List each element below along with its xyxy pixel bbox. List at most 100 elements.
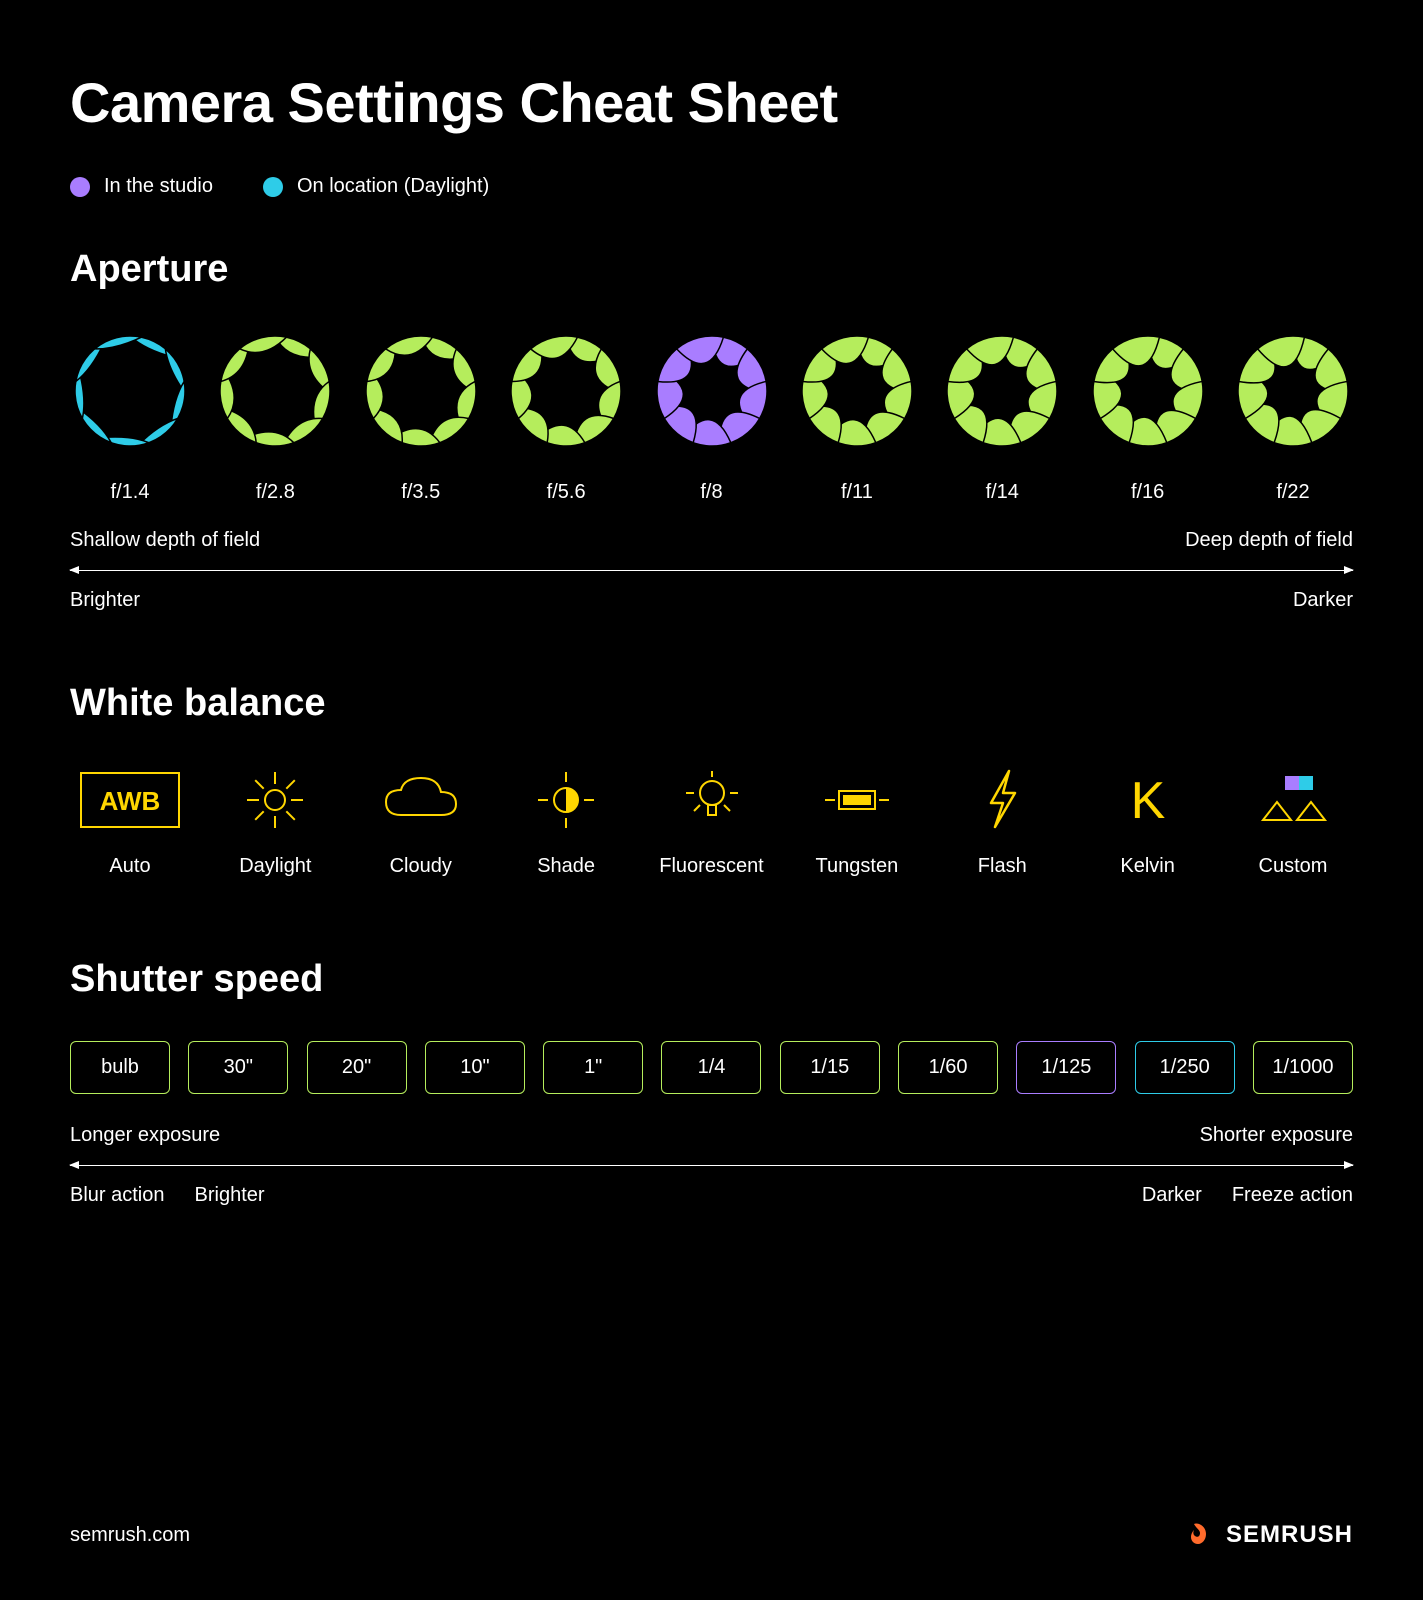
aperture-icon [506, 331, 626, 456]
aperture-icon [1233, 331, 1353, 456]
cloud-icon [376, 765, 466, 835]
shutter-scale-right-top: Shorter exposure [1200, 1124, 1353, 1147]
legend-item-location: On location (Daylight) [263, 175, 489, 198]
aperture-item-f16: f/16 [1088, 331, 1208, 504]
svg-text:K: K [1130, 772, 1165, 830]
kelvin-icon: K [1123, 765, 1173, 835]
shutter-box-160: 1/60 [898, 1041, 998, 1094]
aperture-item-f28: f/2.8 [215, 331, 335, 504]
shutter-scale-left-top: Longer exposure [70, 1124, 220, 1147]
shutter-box-1250: 1/250 [1135, 1041, 1235, 1094]
wb-label: Shade [537, 855, 595, 878]
shutter-box-11000: 1/1000 [1253, 1041, 1353, 1094]
aperture-scale-left-top: Shallow depth of field [70, 529, 260, 552]
legend-dot-location [263, 177, 283, 197]
aperture-icon [215, 331, 335, 456]
aperture-title: Aperture [70, 248, 1353, 291]
aperture-scale-right-bottom: Darker [1293, 589, 1353, 612]
footer-url: semrush.com [70, 1524, 190, 1547]
wb-item-daylight: Daylight [215, 765, 335, 878]
shutter-row: bulb 30" 20" 10" 1" 1/4 1/15 1/60 1/125 1/250 1/10… [70, 1041, 1353, 1094]
wb-item-tungsten: Tungsten [797, 765, 917, 878]
shutter-box-14: 1/4 [661, 1041, 761, 1094]
legend-label-location: On location (Daylight) [297, 175, 489, 198]
shutter-box-bulb: bulb [70, 1041, 170, 1094]
wb-label: Custom [1259, 855, 1328, 878]
wb-item-shade: Shade [506, 765, 626, 878]
aperture-item-f14: f/14 [942, 331, 1062, 504]
wb-item-cloudy: Cloudy [361, 765, 481, 878]
wb-item-custom: Custom [1233, 765, 1353, 878]
shutter-box-115: 1/15 [780, 1041, 880, 1094]
shutter-box-10: 10" [425, 1041, 525, 1094]
wb-label: Auto [109, 855, 150, 878]
aperture-label: f/11 [841, 481, 873, 504]
aperture-scale-right-top: Deep depth of field [1185, 529, 1353, 552]
shutter-scale: Longer exposure Shorter exposure Blur ac… [70, 1124, 1353, 1207]
wb-item-flash: Flash [942, 765, 1062, 878]
aperture-label: f/16 [1131, 481, 1164, 504]
aperture-icon [1088, 331, 1208, 456]
awb-icon: AWB [80, 765, 180, 835]
shutter-scale-darker: Darker [1142, 1184, 1202, 1207]
legend-dot-studio [70, 177, 90, 197]
aperture-icon [797, 331, 917, 456]
wb-label: Flash [978, 855, 1027, 878]
legend: In the studio On location (Daylight) [70, 175, 1353, 198]
aperture-label: f/2.8 [256, 481, 295, 504]
aperture-row: f/1.4 f/2.8 f/3.5 f/5.6 f/8 f/11 f/14 f/… [70, 331, 1353, 504]
legend-label-studio: In the studio [104, 175, 213, 198]
wb-item-auto: AWB Auto [70, 765, 190, 878]
page-title: Camera Settings Cheat Sheet [70, 70, 1353, 135]
aperture-item-f14: f/1.4 [70, 331, 190, 504]
sun-icon [240, 765, 310, 835]
svg-text:AWB: AWB [100, 786, 161, 816]
wb-label: Kelvin [1120, 855, 1174, 878]
aperture-label: f/8 [700, 481, 722, 504]
aperture-scale-left-bottom: Brighter [70, 589, 140, 612]
flash-icon [977, 765, 1027, 835]
aperture-scale: Shallow depth of field Deep depth of fie… [70, 529, 1353, 612]
aperture-label: f/22 [1276, 481, 1309, 504]
wb-item-fluorescent: Fluorescent [652, 765, 772, 878]
shutter-box-30: 30" [188, 1041, 288, 1094]
aperture-label: f/1.4 [111, 481, 150, 504]
shutter-box-1: 1" [543, 1041, 643, 1094]
fluorescent-icon [672, 765, 752, 835]
wb-label: Cloudy [390, 855, 452, 878]
shutter-scale-freeze: Freeze action [1232, 1184, 1353, 1207]
aperture-item-f11: f/11 [797, 331, 917, 504]
aperture-icon [942, 331, 1062, 456]
wb-label: Daylight [239, 855, 311, 878]
legend-item-studio: In the studio [70, 175, 213, 198]
brand-logo: SEMRUSH [1186, 1520, 1353, 1550]
shutter-box-20: 20" [307, 1041, 407, 1094]
wb-label: Fluorescent [659, 855, 764, 878]
flame-icon [1186, 1520, 1216, 1550]
custom-icon [1253, 765, 1333, 835]
shutter-box-1125: 1/125 [1016, 1041, 1116, 1094]
aperture-icon [361, 331, 481, 456]
white-balance-row: AWB Auto Daylight Cloudy Shade Fluoresce… [70, 765, 1353, 878]
aperture-item-f56: f/5.6 [506, 331, 626, 504]
shutter-scale-arrow [70, 1165, 1353, 1166]
aperture-item-f8: f/8 [652, 331, 772, 504]
tungsten-icon [817, 765, 897, 835]
aperture-icon [652, 331, 772, 456]
white-balance-title: White balance [70, 682, 1353, 725]
wb-label: Tungsten [816, 855, 899, 878]
shutter-title: Shutter speed [70, 958, 1353, 1001]
footer: semrush.com SEMRUSH [70, 1520, 1353, 1550]
brand-name: SEMRUSH [1226, 1521, 1353, 1549]
aperture-label: f/14 [986, 481, 1019, 504]
aperture-label: f/5.6 [547, 481, 586, 504]
shutter-scale-blur: Blur action [70, 1184, 165, 1207]
aperture-label: f/3.5 [401, 481, 440, 504]
wb-item-kelvin: K Kelvin [1088, 765, 1208, 878]
aperture-icon [70, 331, 190, 456]
aperture-item-f35: f/3.5 [361, 331, 481, 504]
shutter-scale-brighter: Brighter [195, 1184, 265, 1207]
shade-icon [531, 765, 601, 835]
aperture-item-f22: f/22 [1233, 331, 1353, 504]
aperture-scale-arrow [70, 570, 1353, 571]
